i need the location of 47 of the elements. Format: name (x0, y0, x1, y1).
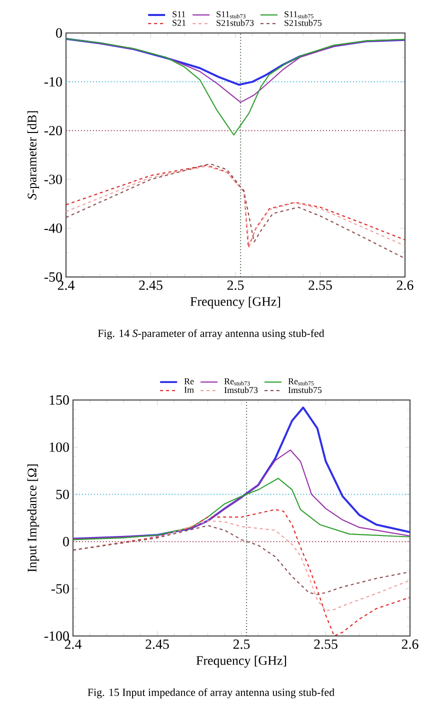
legend-label: Im (184, 386, 194, 393)
x-axis-title: Frequency [GHz] (196, 656, 286, 668)
caption: Fig. 15 Input impedance of array antenna using stub-fed (88, 688, 334, 698)
line-series (66, 38, 406, 86)
x-tick-label: 2.4 (58, 280, 75, 290)
legend-label: S21 (172, 20, 186, 26)
x-tick-label: 2.6 (396, 280, 414, 290)
line-series (66, 38, 406, 103)
y-tick-label: 150 (50, 395, 69, 405)
legend-label: S11$_{stub75}$ (284, 11, 314, 18)
x-tick-label: 2.4 (64, 640, 82, 649)
legend-label: Imstub75 (288, 386, 322, 394)
legend-label: Re (184, 378, 194, 384)
x-tick-label: 2.5 (227, 280, 244, 290)
legend-label: Imstub73 (224, 386, 258, 394)
line-series (73, 525, 410, 596)
x-tick-label: 2.45 (146, 640, 169, 649)
y-tick-label: -40 (44, 223, 62, 233)
line-series (73, 406, 410, 540)
x-tick-label: 2.6 (402, 640, 418, 649)
x-axis-title: Frequency [GHz] (190, 296, 280, 309)
y-tick-label: 0 (56, 28, 62, 38)
y-tick-label: 100 (50, 442, 69, 452)
y-tick-label: -30 (44, 174, 62, 184)
x-tick-label: 2.55 (308, 280, 332, 290)
legend-label: S11$_{stub73}$ (216, 11, 246, 18)
y-axis-title: S-parameter [dB] (27, 111, 40, 200)
line-series (73, 449, 410, 540)
legend-label: S21stub73 (216, 20, 254, 26)
legend-label: Re$_{stub75}$ (288, 378, 314, 386)
y-tick-label: -100 (44, 631, 69, 641)
legend-label: Re$_{stub73}$ (224, 378, 250, 386)
legend-label: S21stub75 (284, 20, 322, 26)
y-tick-label: -20 (44, 126, 62, 136)
y-axis-title: Input Impedance [Ω] (27, 464, 40, 572)
y-tick-label: -50 (44, 272, 62, 282)
x-tick-label: 2.5 (233, 640, 250, 649)
x-tick-label: 2.45 (139, 280, 162, 290)
line-series (73, 478, 410, 540)
y-tick-label: -10 (44, 77, 62, 87)
legend-label: S11 (172, 11, 186, 18)
y-tick-label: 50 (56, 490, 69, 500)
x-tick-label: 2.55 (314, 640, 338, 649)
caption: Fig. 14 S-parameter of array antenna using stub-fed (98, 329, 324, 340)
line-series (66, 38, 406, 136)
y-tick-label: -50 (51, 584, 69, 594)
y-tick-label: 0 (63, 536, 69, 546)
